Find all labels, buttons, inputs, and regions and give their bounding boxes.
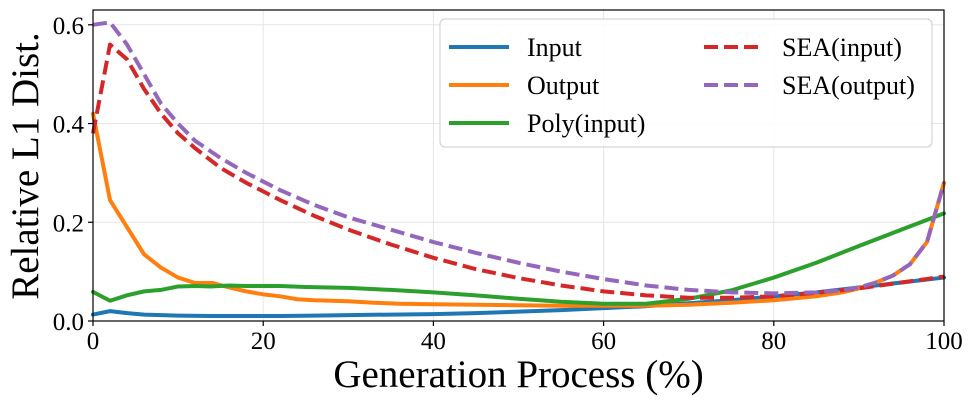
legend-label-sea-input: SEA(input) [782, 33, 902, 62]
x-tick-label: 20 [251, 328, 276, 355]
x-tick-label: 100 [925, 328, 963, 355]
series-lines [91, 20, 946, 319]
x-axis-label: Generation Process (%) [333, 353, 703, 396]
series-line-poly-input [91, 211, 946, 306]
legend-box [439, 18, 933, 148]
legend-label-sea-output: SEA(output) [782, 71, 915, 100]
legend: Input Output Poly(input) SEA(input) SEA(outp… [439, 18, 933, 148]
x-tick-label: 80 [761, 328, 786, 355]
y-tick-label: 0.2 [53, 210, 84, 237]
legend-label-output: Output [527, 71, 600, 100]
legend-label-input: Input [527, 33, 583, 62]
y-axis-label: Relative L1 Dist. [4, 32, 47, 300]
legend-items: Input Output Poly(input) SEA(input) SEA(outp… [449, 33, 915, 138]
y-tick-label: 0.0 [53, 309, 84, 336]
legend-label-poly-input: Poly(input) [527, 109, 645, 138]
axis-ticks: 0 20 40 60 80 100 0.0 0.2 0.4 0.6 [53, 13, 963, 355]
y-tick-label: 0.6 [53, 13, 84, 40]
y-tick-label: 0.4 [53, 112, 85, 139]
x-tick-label: 40 [421, 328, 446, 355]
x-tick-label: 60 [591, 328, 616, 355]
series-line-sea-input [91, 42, 945, 300]
plot-frame [92, 9, 945, 322]
x-tick-label: 0 [87, 328, 100, 355]
series-line-sea-output [92, 20, 946, 296]
